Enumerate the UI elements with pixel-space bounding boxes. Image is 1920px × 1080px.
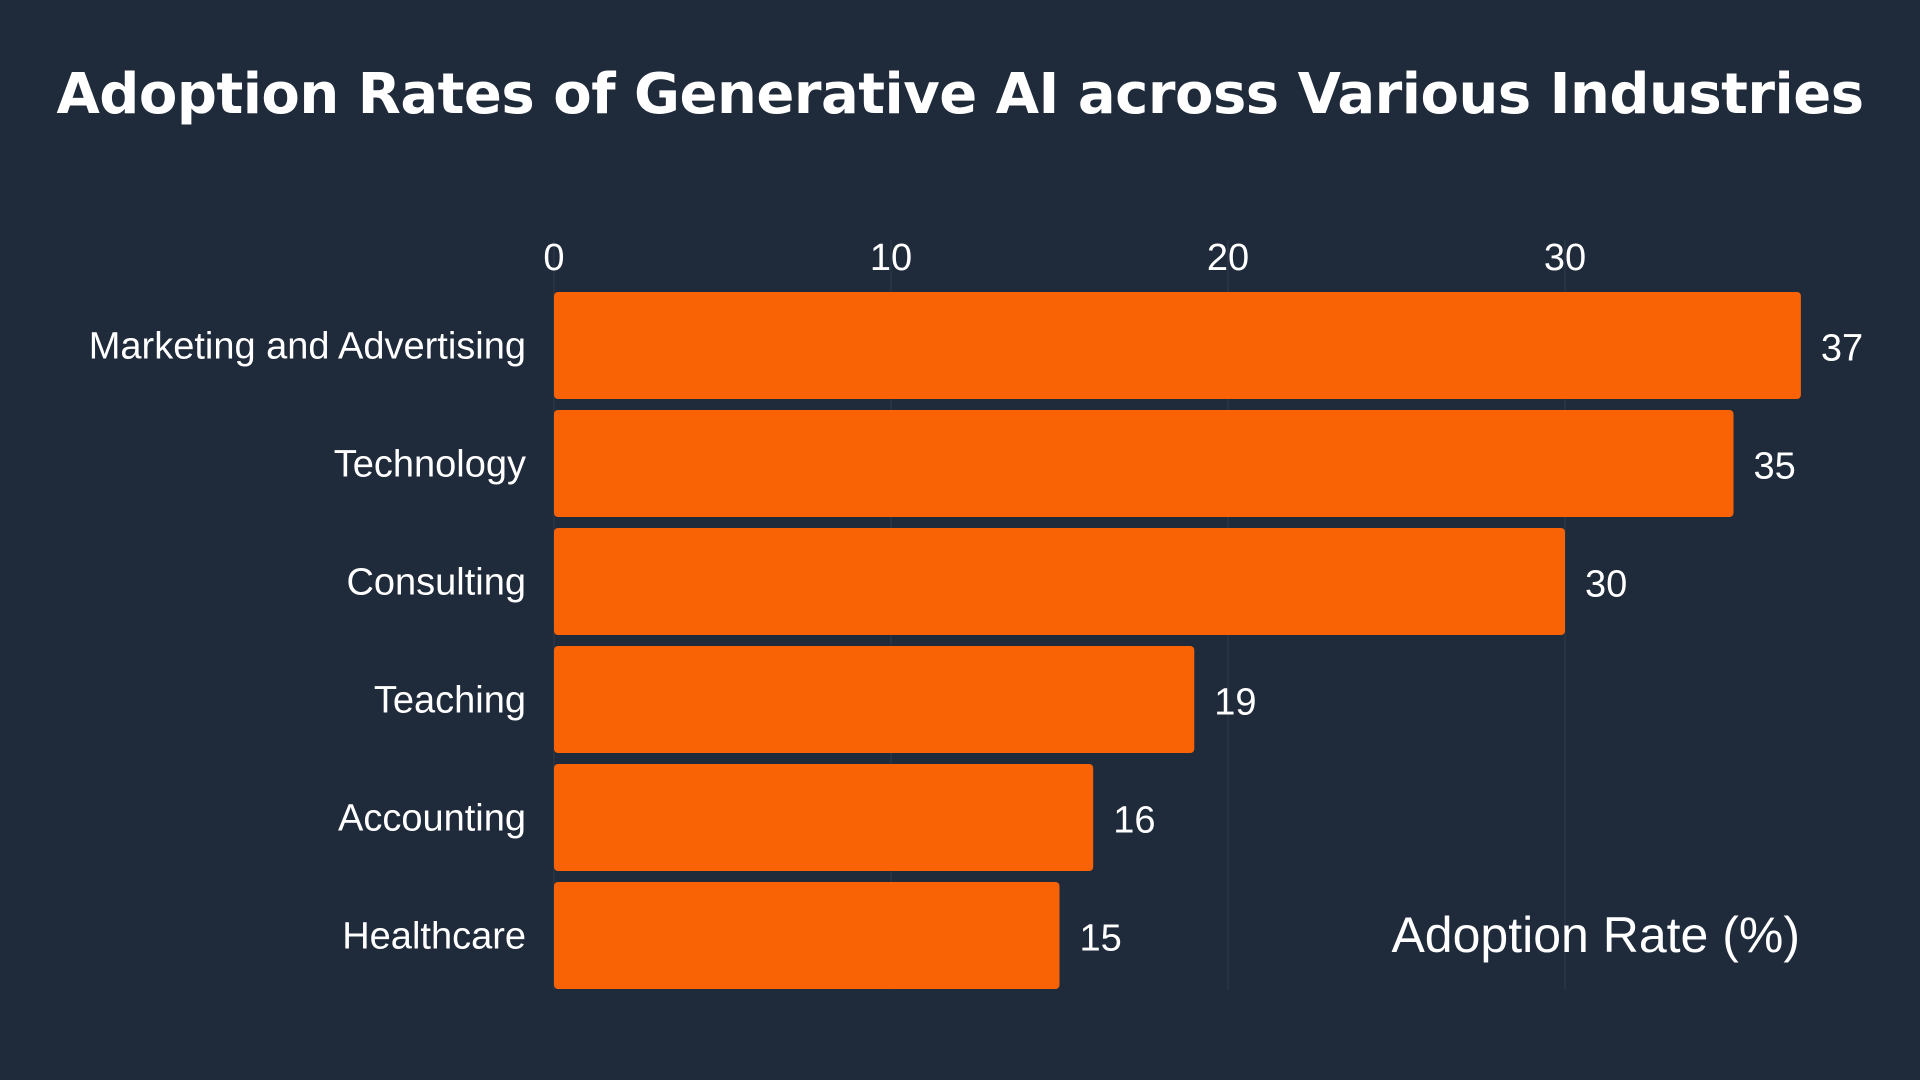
category-label: Marketing and Advertising <box>89 326 526 368</box>
x-tick-label: 20 <box>1207 237 1249 279</box>
value-label: 35 <box>1754 446 1796 488</box>
x-tick-label: 0 <box>543 237 564 279</box>
bar <box>554 764 1094 871</box>
value-label: 16 <box>1113 800 1155 842</box>
x-axis-title: Adoption Rate (%) <box>1391 907 1800 963</box>
bar <box>554 292 1801 399</box>
chart-title: Adoption Rates of Generative AI across V… <box>56 62 1864 127</box>
x-tick-label: 10 <box>870 237 912 279</box>
category-label: Healthcare <box>342 916 526 958</box>
value-label: 15 <box>1080 918 1122 960</box>
value-label: 37 <box>1821 328 1863 370</box>
category-label: Technology <box>334 444 526 486</box>
value-label: 30 <box>1585 564 1627 606</box>
value-label: 19 <box>1214 682 1256 724</box>
labels: 0 10 20 30 Marketing and Advertising 37 Techno… <box>89 237 1863 960</box>
bar <box>554 528 1565 635</box>
bar <box>554 882 1060 989</box>
bar <box>554 646 1195 753</box>
category-label: Teaching <box>374 680 526 722</box>
category-label: Accounting <box>338 798 526 840</box>
category-label: Consulting <box>346 562 526 604</box>
bar <box>554 410 1734 517</box>
x-tick-label: 30 <box>1544 237 1586 279</box>
bars <box>554 292 1801 989</box>
